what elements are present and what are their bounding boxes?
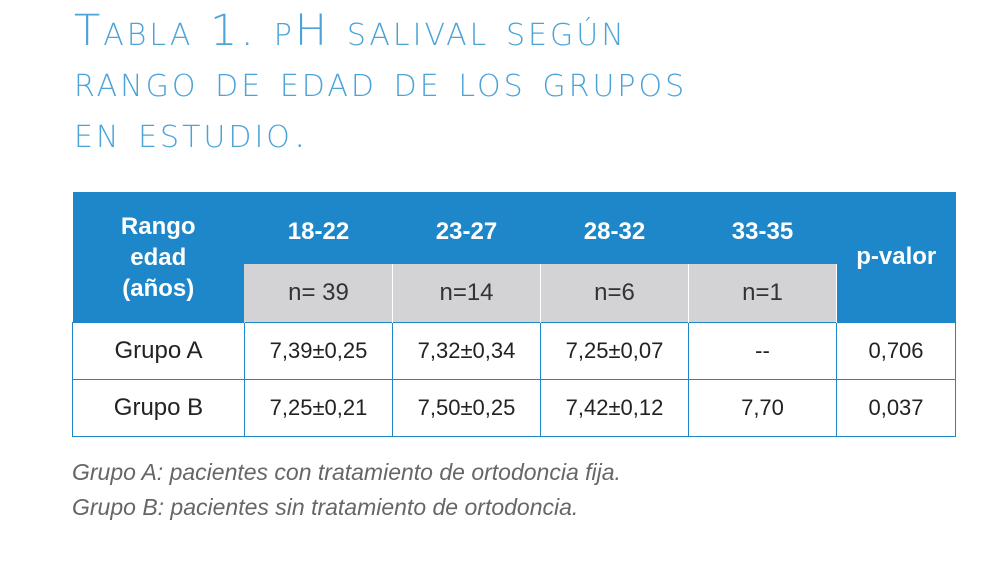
- header-age-range-line: (años): [122, 274, 195, 302]
- table-row: Grupo B 7,25±0,21 7,50±0,25 7,42±0,12 7,…: [72, 379, 956, 437]
- value-cell: 7,32±0,34: [392, 322, 541, 380]
- title-line-1: Tabla 1. pH salival según: [74, 6, 627, 56]
- title-line-2: rango de edad de los grupos: [74, 57, 688, 107]
- sample-size-cell: n=14: [392, 264, 541, 323]
- header-range-18-22: 18-22: [244, 192, 393, 264]
- group-label: Grupo B: [72, 379, 245, 437]
- header-range-28-32: 28-32: [540, 192, 689, 264]
- value-cell: 7,39±0,25: [244, 322, 393, 380]
- header-p-value: p-valor: [836, 192, 956, 323]
- sample-size-cell: n=1: [688, 264, 837, 323]
- value-cell: 7,50±0,25: [392, 379, 541, 437]
- sample-size-cell: n= 39: [244, 264, 393, 323]
- sample-size-row: n= 39 n=14 n=6 n=1: [73, 264, 956, 323]
- header-age-range-line: Rango: [120, 212, 196, 240]
- table-title: Tabla 1. pH salival según rango de edad …: [74, 6, 974, 159]
- ph-data-table: Rango edad (años) 18-22 23-27 28-32 33-3…: [72, 192, 956, 437]
- value-cell: --: [688, 322, 837, 380]
- p-value-cell: 0,706: [836, 322, 956, 380]
- value-cell: 7,70: [688, 379, 837, 437]
- header-age-range-line: edad: [130, 243, 187, 271]
- footnotes: Grupo A: pacientes con tratamiento de or…: [72, 455, 972, 525]
- footnote-group-a: Grupo A: pacientes con tratamiento de or…: [72, 459, 621, 485]
- header-row: Rango edad (años) 18-22 23-27 28-32 33-3…: [72, 192, 956, 323]
- p-value-cell: 0,037: [836, 379, 956, 437]
- value-cell: 7,25±0,07: [540, 322, 689, 380]
- header-range-33-35: 33-35: [688, 192, 837, 264]
- value-cell: 7,25±0,21: [244, 379, 393, 437]
- header-age-range: Rango edad (años): [72, 192, 245, 323]
- table-row: Grupo A 7,39±0,25 7,32±0,34 7,25±0,07 --…: [72, 322, 956, 380]
- header-range-23-27: 23-27: [392, 192, 541, 264]
- footnote-group-b: Grupo B: pacientes sin tratamiento de or…: [72, 494, 579, 520]
- sample-size-cell: n=6: [540, 264, 689, 323]
- group-label: Grupo A: [72, 322, 245, 380]
- title-line-3: en estudio.: [74, 108, 310, 158]
- value-cell: 7,42±0,12: [540, 379, 689, 437]
